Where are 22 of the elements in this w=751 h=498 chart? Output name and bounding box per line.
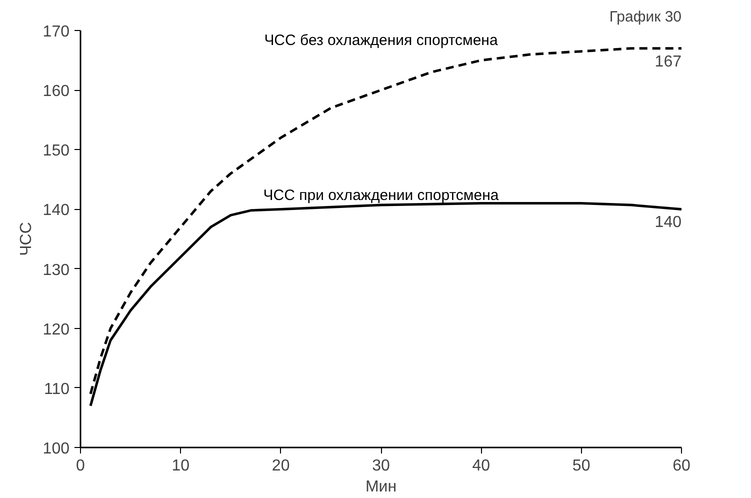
y-tick-label: 120 [42, 321, 70, 338]
chart-title: График 30 [609, 8, 682, 26]
y-tick-label: 130 [42, 262, 70, 279]
y-tick-label: 100 [42, 440, 70, 458]
y-tick-label: 140 [42, 202, 70, 220]
x-tick-label: 20 [272, 458, 290, 474]
y-tick-label: 150 [42, 142, 70, 160]
y-axis-title: ЧСС [18, 222, 35, 256]
x-tick-label: 50 [572, 458, 590, 474]
y-tick-label: 170 [42, 24, 70, 40]
y-tick-label: 160 [42, 83, 70, 100]
y-tick-label: 110 [44, 380, 70, 398]
x-tick-label: 0 [76, 458, 86, 474]
x-tick-label: 10 [172, 458, 190, 474]
x-tick-label: 60 [672, 458, 690, 474]
x-tick-label: 40 [472, 458, 490, 474]
x-tick-label: 30 [372, 458, 390, 474]
data-label: 167 [654, 53, 682, 70]
series-label: ЧСС без охлаждения спортсмена [264, 32, 498, 49]
data-label: 140 [654, 214, 682, 232]
x-axis-title: Мин [365, 478, 397, 496]
series-label: ЧСС при охлаждении спортсмена [263, 186, 500, 204]
